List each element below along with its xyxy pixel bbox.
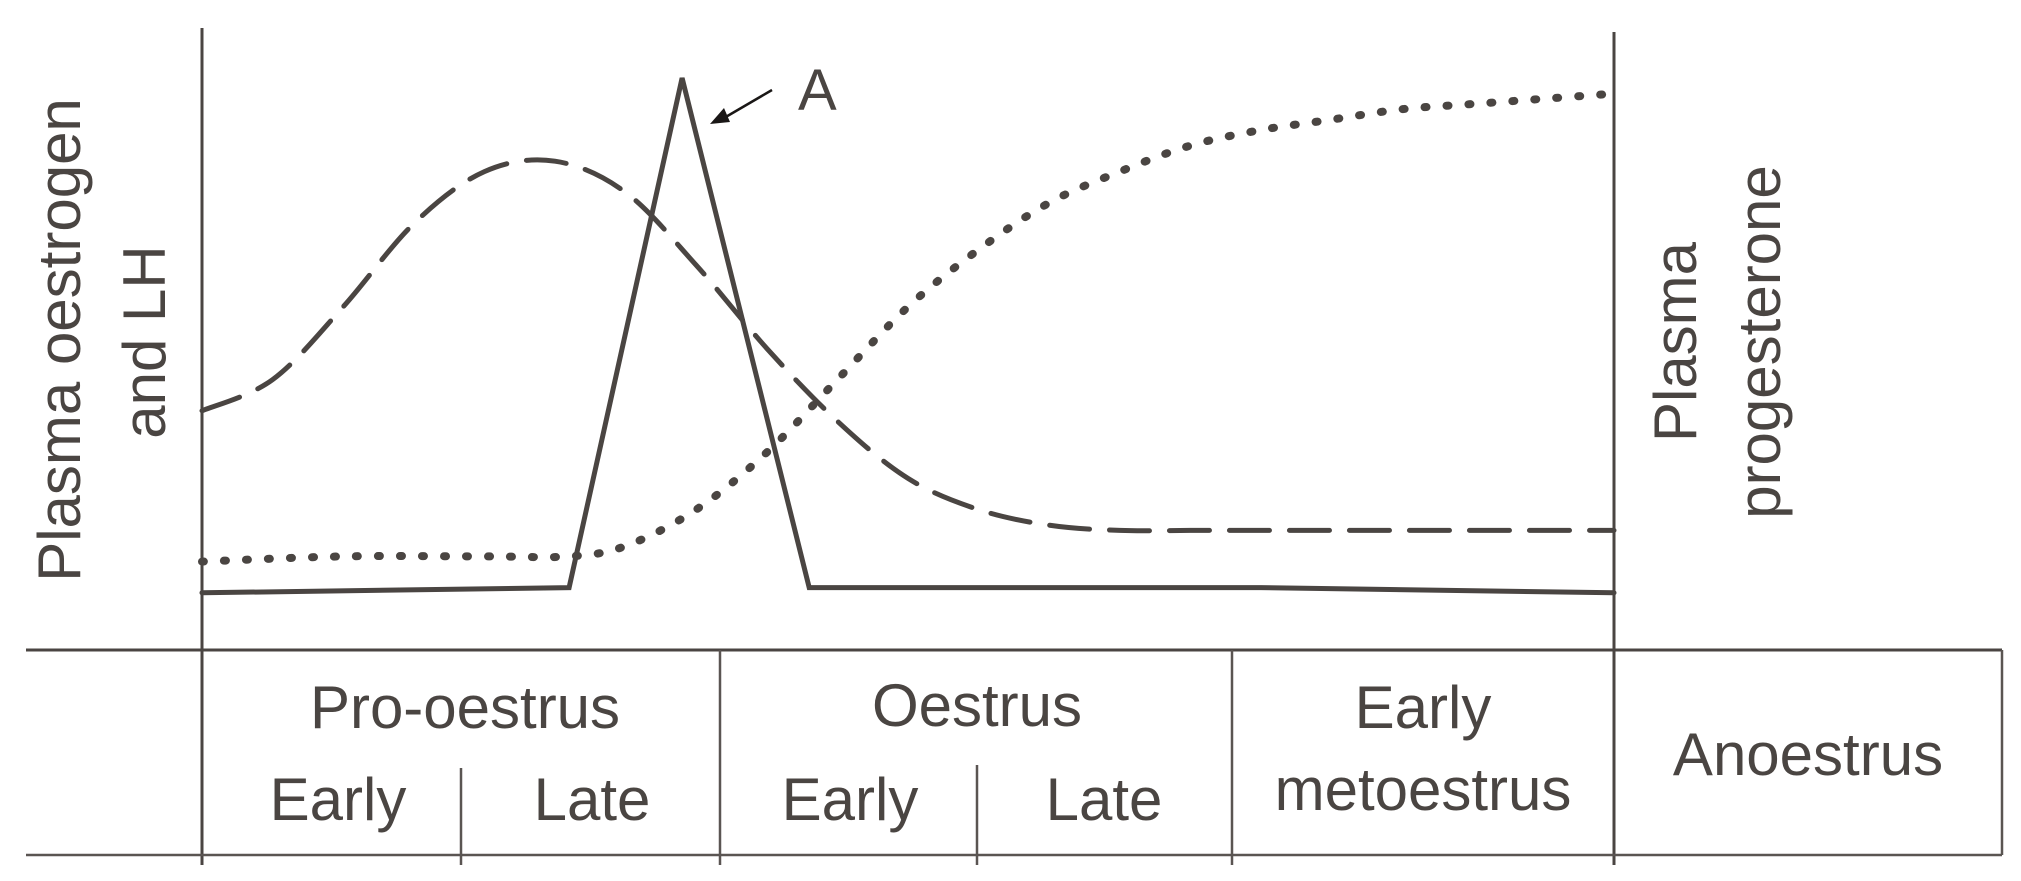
right-axis-label-line-2: progesterone xyxy=(1726,165,1793,519)
subphase-label-pro-oestrus-early: Early xyxy=(270,766,407,833)
annotation-arrow-line xyxy=(723,88,773,120)
left-axis-label-line-2: and LH xyxy=(111,245,178,438)
annotation-a: A xyxy=(710,58,837,124)
phase-label-pro-oestrus: Pro-oestrus xyxy=(310,674,620,741)
subphase-label-oestrus-early: Early xyxy=(782,766,919,833)
series-layer xyxy=(198,77,1618,596)
series-dashed-line xyxy=(199,157,1617,534)
annotation-arrowhead xyxy=(710,108,730,124)
phase-label-early-metoestrus-line-1: Early xyxy=(1355,674,1492,741)
right-axis-label-line-1: Plasma xyxy=(1642,241,1709,442)
phase-label-oestrus: Oestrus xyxy=(872,672,1082,739)
subphase-label-pro-oestrus-late: Late xyxy=(534,766,651,833)
phase-label-anoestrus: Anoestrus xyxy=(1673,721,1943,788)
left-axis-label-line-1: Plasma oestrogen xyxy=(26,98,93,582)
annotation-a-label: A xyxy=(798,58,837,123)
series-solid-line xyxy=(199,77,1617,596)
subphase-label-oestrus-late: Late xyxy=(1046,766,1163,833)
series-dotted-line xyxy=(198,89,1618,566)
phase-label-early-metoestrus-line-2: metoestrus xyxy=(1275,756,1572,823)
